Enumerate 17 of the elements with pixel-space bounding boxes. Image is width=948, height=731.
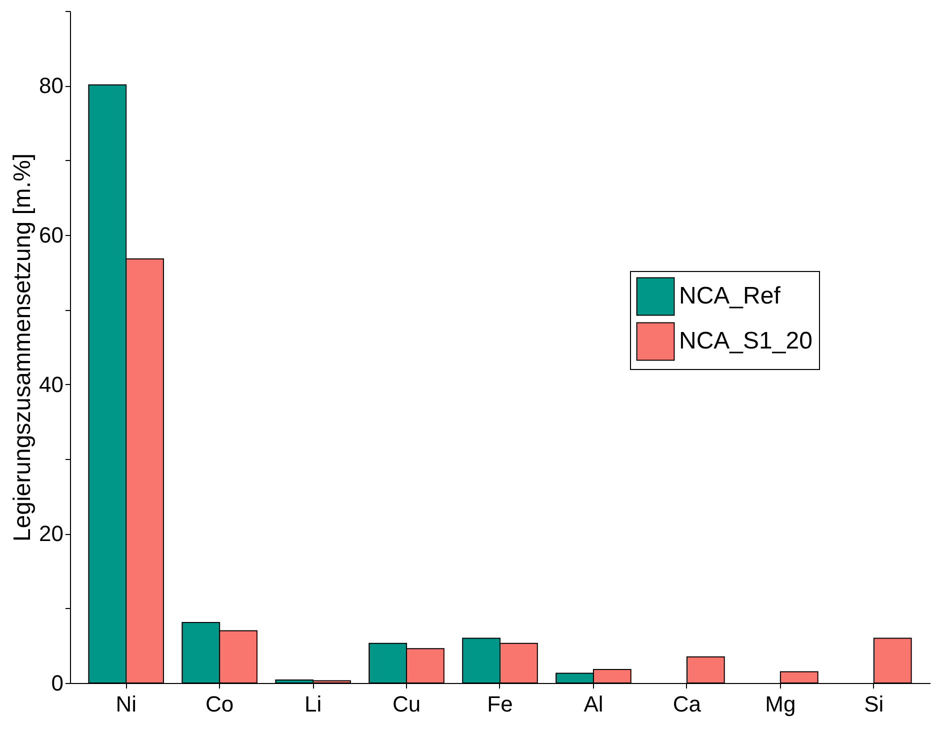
x-tick-label: Mg [765,692,796,716]
x-tick-label: Fe [487,692,513,716]
y-tick-label: 60 [39,222,64,248]
x-tick-label: Al [584,692,604,716]
legend-label: NCA_S1_20 [679,328,812,354]
y-tick-label: 0 [51,670,64,696]
x-tick-label: Co [206,692,234,716]
x-tick-label: Ni [116,692,136,716]
x-tick-label: Li [304,692,322,716]
x-tick-label: Ca [672,692,702,716]
y-axis-title: Legierungszusammensetzung [m.%] [9,153,36,542]
x-tick-label: Cu [392,692,421,716]
y-tick-label: 80 [39,73,64,98]
legend-label: NCA_Ref [679,282,781,310]
x-tick-label: Si [864,692,884,716]
y-tick-label: 20 [39,521,64,546]
y-tick-label: 40 [39,372,64,397]
